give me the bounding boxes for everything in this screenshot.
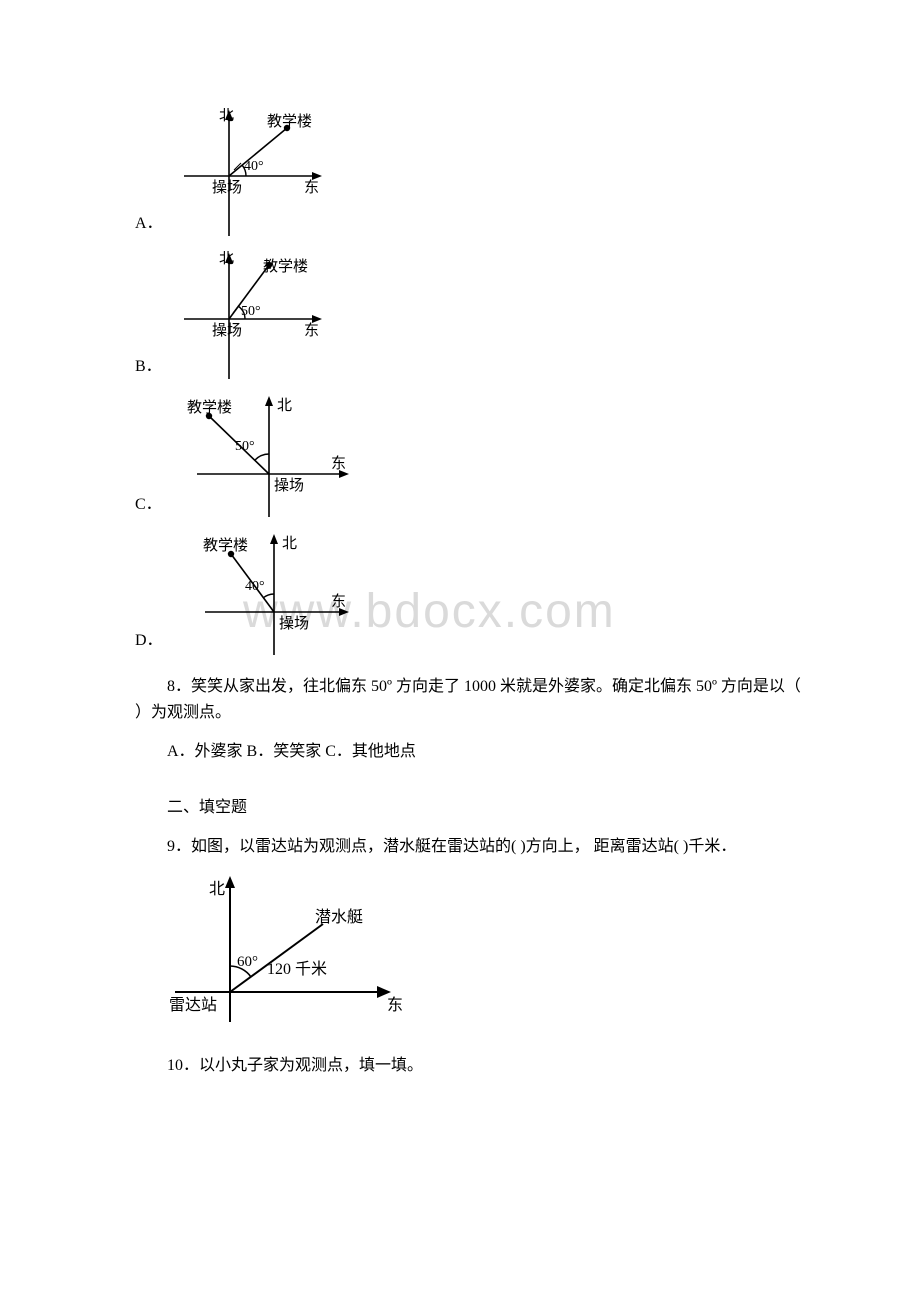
building-label: 教学楼 [187,399,232,416]
playground-label: 操场 [212,322,242,339]
option-d-row: D． 北 东 教学楼 操场 40° www.bdocx.com [135,532,810,660]
building-label: 教学楼 [267,113,312,130]
section-2-title: 二、填空题 [135,795,810,821]
playground-label: 操场 [274,477,304,494]
option-a-row: A． 北 东 教学楼 操场 40° [135,108,810,243]
east-label: 东 [304,179,319,196]
north-label: 北 [219,251,234,267]
east-label: 东 [304,322,319,339]
diagram-b: 北 东 教学楼 操场 50° [169,251,329,386]
north-label: 北 [282,535,297,552]
building-label: 教学楼 [203,537,248,554]
north-label: 北 [209,880,225,898]
angle-40: 40° [244,159,264,174]
option-a-label: A． [135,211,163,243]
option-c-row: C． 北 东 教学楼 操场 50° [135,394,810,524]
angle-60: 60° [237,954,258,970]
question-8-choices: A．外婆家 B．笑笑家 C．其他地点 [135,739,810,765]
q8-choices: A．外婆家 B．笑笑家 C．其他地点 [167,743,416,760]
q9-diagram-block: 北 东 潜水艇 雷达站 60° 120 千米 [165,874,810,1039]
east-label: 东 [331,455,346,472]
angle-40: 40° [245,579,265,594]
diagram-c: 北 东 教学楼 操场 50° [169,394,359,524]
diagram-q9: 北 东 潜水艇 雷达站 60° 120 千米 [165,874,415,1039]
diagram-d: 北 东 教学楼 操场 40° [169,532,359,660]
radar-label: 雷达站 [169,996,217,1014]
north-label: 北 [277,397,292,414]
option-b-label: B． [135,354,163,386]
q8-text: 8．笑笑从家出发，往北偏东 50º 方向走了 1000 米就是外婆家。确定北偏东… [135,678,801,721]
option-b-row: B． 北 东 教学楼 操场 50° [135,251,810,386]
playground-label: 操场 [279,615,309,632]
option-c-label: C． [135,492,163,524]
question-8: 8．笑笑从家出发，往北偏东 50º 方向走了 1000 米就是外婆家。确定北偏东… [135,674,810,725]
angle-50: 50° [235,439,255,454]
question-9: 9．如图，以雷达站为观测点，潜水艇在雷达站的( )方向上， 距离雷达站( )千米… [135,834,810,860]
building-label: 教学楼 [263,258,308,275]
east-label: 东 [331,593,346,610]
east-label: 东 [387,996,403,1014]
diagram-a: 北 东 教学楼 操场 40° [169,108,329,243]
submarine-label: 潜水艇 [315,908,363,926]
question-10: 10．以小丸子家为观测点，填一填。 [135,1053,810,1079]
dist-120: 120 千米 [267,960,327,978]
angle-50: 50° [241,304,261,319]
playground-label: 操场 [212,179,242,196]
option-d-label: D． [135,628,163,660]
north-label: 北 [219,108,234,124]
